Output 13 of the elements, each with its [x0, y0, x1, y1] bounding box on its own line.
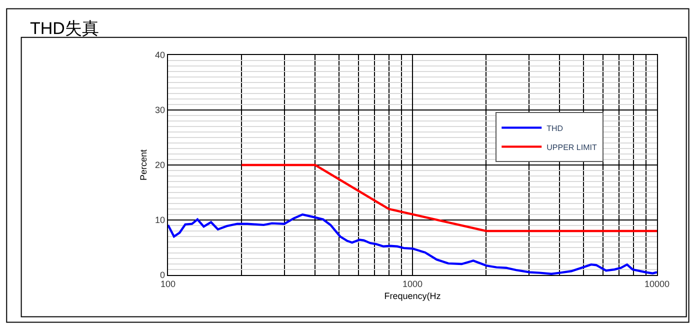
legend-label: UPPER LIMIT [546, 142, 597, 152]
chart-title: THD失真 [30, 18, 99, 38]
x-tick-label: 100 [160, 278, 176, 289]
legend-label: THD [546, 124, 564, 133]
y-tick-label: 0 [160, 270, 166, 280]
y-tick-label: 20 [155, 160, 166, 170]
x-tick-label: 1000 [402, 278, 423, 289]
y-tick-label: 40 [155, 50, 166, 60]
x-axis-title: Frequency(Hz [384, 290, 442, 301]
y-tick-label: 30 [155, 105, 166, 116]
x-tick-label: 10000 [644, 278, 670, 289]
y-tick-label: 10 [155, 215, 166, 226]
y-axis-title: Percent [138, 149, 148, 181]
